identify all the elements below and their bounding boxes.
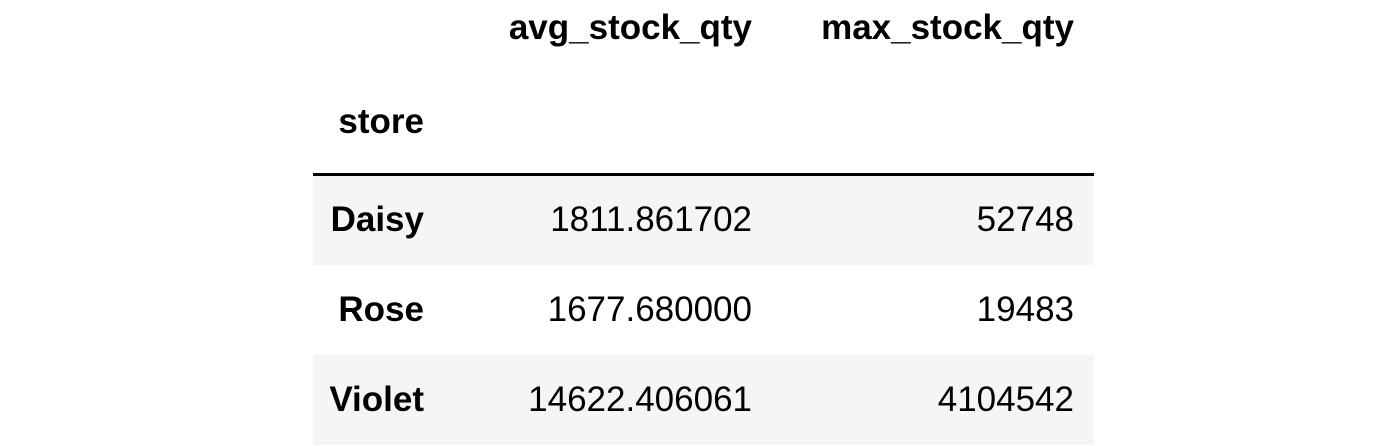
index-name-row: store [313,56,1094,176]
dataframe-output: avg_stock_qty max_stock_qty store Daisy … [313,0,1094,445]
cell-max-stock-qty: 52748 [976,200,1074,240]
cell-max-stock-qty: 4104542 [937,379,1074,419]
cell-avg-stock-qty: 1677.680000 [547,289,752,329]
table-header: avg_stock_qty max_stock_qty store [313,0,1094,176]
table-body: Daisy 1811.861702 52748 Rose 1677.680000… [313,174,1094,445]
row-index-label: Violet [329,379,424,419]
header-blank-cell [313,0,444,56]
cell-avg-stock-qty: 1811.861702 [550,200,752,240]
index-name-blank-cell [444,56,772,176]
table-row: Daisy 1811.861702 52748 [313,174,1094,265]
column-header-max-stock-qty: max_stock_qty [821,8,1074,47]
column-header-row: avg_stock_qty max_stock_qty [313,0,1094,56]
table-row: Rose 1677.680000 19483 [313,264,1094,355]
cell-avg-stock-qty: 14622.406061 [528,379,752,419]
dataframe-table: avg_stock_qty max_stock_qty store Daisy … [313,0,1094,445]
row-index-label: Daisy [330,200,424,240]
index-name-blank-cell [772,56,1094,176]
index-name-header: store [313,56,444,176]
table-row: Violet 14622.406061 4104542 [313,354,1094,445]
column-header-avg-stock-qty: avg_stock_qty [508,8,752,47]
row-index-label: Rose [338,289,424,329]
cell-max-stock-qty: 19483 [976,289,1074,329]
